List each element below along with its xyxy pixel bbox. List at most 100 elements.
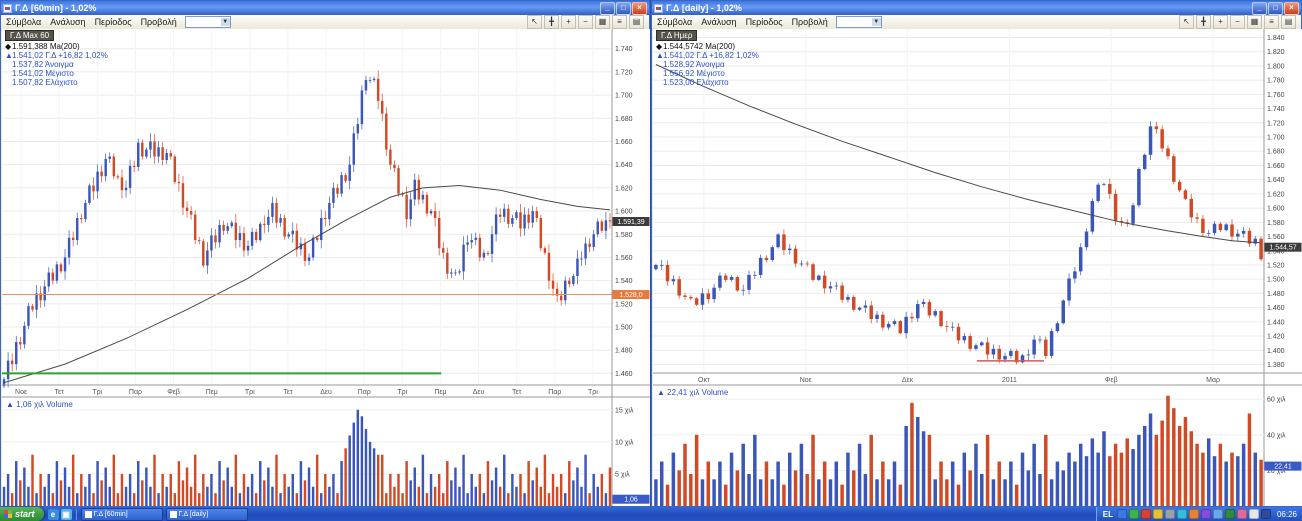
window-icon xyxy=(3,3,12,13)
chart-toolbar: ↖ ╋ + − ▦ ≡ ▤ xyxy=(1179,15,1296,29)
svg-text:40 χιλ: 40 χιλ xyxy=(1267,432,1286,439)
symbol-combo[interactable]: ▼ xyxy=(835,16,882,28)
svg-text:1.680: 1.680 xyxy=(615,116,633,123)
indicators-icon[interactable]: ≡ xyxy=(612,15,627,29)
maximize-button[interactable]: □ xyxy=(1268,1,1283,15)
svg-text:Παρ: Παρ xyxy=(358,389,371,396)
svg-text:1.591,39: 1.591,39 xyxy=(617,219,644,226)
print-icon[interactable]: ▤ xyxy=(1281,15,1296,29)
svg-text:1.420: 1.420 xyxy=(1267,334,1285,341)
svg-text:1.820: 1.820 xyxy=(1267,49,1285,56)
minimize-button[interactable]: _ xyxy=(600,1,615,15)
menu-item-0[interactable]: Σύμβολα xyxy=(6,17,42,27)
chevron-down-icon[interactable]: ▼ xyxy=(220,18,230,26)
candlestick-chart-60min[interactable]: 1.460 1.480 1.500 1.520 1.540 1.560 1.580 1.600… xyxy=(2,29,650,506)
language-indicator[interactable]: EL xyxy=(1102,509,1113,519)
task-buttons: Γ.Δ [60min] Γ.Δ [daily] xyxy=(80,507,248,521)
svg-text:1.700: 1.700 xyxy=(615,93,633,100)
tray-icon-lightblue-app[interactable] xyxy=(1212,509,1223,519)
svg-text:Τρι: Τρι xyxy=(588,389,598,396)
svg-text:Μαρ: Μαρ xyxy=(1206,377,1220,384)
zoom-in-icon[interactable]: + xyxy=(1213,15,1228,29)
svg-text:1.500: 1.500 xyxy=(1267,277,1285,284)
svg-text:Πεμ: Πεμ xyxy=(206,389,218,396)
maximize-button[interactable]: □ xyxy=(616,1,631,15)
svg-text:15 χιλ: 15 χιλ xyxy=(615,407,634,414)
tray-icon-purple-app[interactable] xyxy=(1200,509,1211,519)
task-button-icon xyxy=(169,510,177,518)
svg-text:Τρι: Τρι xyxy=(245,389,255,396)
tray-icon-white-app[interactable] xyxy=(1248,509,1259,519)
grid-icon[interactable]: ▦ xyxy=(595,15,610,29)
svg-text:Δεκ: Δεκ xyxy=(902,377,914,384)
menu-item-1[interactable]: Ανάλυση xyxy=(50,17,86,27)
chevron-down-icon[interactable]: ▼ xyxy=(871,18,881,26)
svg-text:Παρ: Παρ xyxy=(129,389,142,396)
svg-text:1.760: 1.760 xyxy=(1267,92,1285,99)
tray-icon-darkgreen-app[interactable] xyxy=(1224,509,1235,519)
svg-text:1.600: 1.600 xyxy=(1267,206,1285,213)
quicklaunch-desktop-icon[interactable]: ▣ xyxy=(60,508,72,520)
menu-item-2[interactable]: Περίοδος xyxy=(745,17,783,27)
tray-icon-gray-app[interactable] xyxy=(1164,509,1175,519)
svg-text:1.480: 1.480 xyxy=(615,348,633,355)
tray-icon-pink-app[interactable] xyxy=(1236,509,1247,519)
menu-item-0[interactable]: Σύμβολα xyxy=(657,17,693,27)
quicklaunch-browser-icon[interactable]: e xyxy=(47,508,59,520)
svg-text:1,06: 1,06 xyxy=(624,497,638,504)
chart-canvas[interactable]: 1.380 1.400 1.420 1.440 1.460 1.480 1.500 1.520… xyxy=(653,29,1302,506)
svg-text:Νοε: Νοε xyxy=(800,377,812,384)
window-title: Γ.Δ [60min] - 1,02% xyxy=(15,3,97,13)
titlebar[interactable]: Γ.Δ [daily] - 1,02% _ □ × xyxy=(652,1,1301,15)
tray-icon-yellow-app[interactable] xyxy=(1152,509,1163,519)
svg-text:Νοε: Νοε xyxy=(15,389,27,396)
svg-text:20 χιλ: 20 χιλ xyxy=(1267,468,1286,475)
start-button[interactable]: start xyxy=(0,507,44,521)
system-tray: EL 06:26 xyxy=(1095,507,1302,521)
close-button[interactable]: × xyxy=(1284,1,1299,15)
crosshair-icon[interactable]: ╋ xyxy=(1196,15,1211,29)
svg-text:1.560: 1.560 xyxy=(615,255,633,262)
menu-bar: Σύμβολα Ανάλυση Περίοδος Προβολή ▼ ↖ ╋ + − ▦ ≡ ▤ xyxy=(1,15,649,30)
menu-item-3[interactable]: Προβολή xyxy=(140,17,177,27)
zoom-in-icon[interactable]: + xyxy=(561,15,576,29)
task-button-0[interactable]: Γ.Δ [60min] xyxy=(80,507,163,521)
tray-icon-orange-app[interactable] xyxy=(1188,509,1199,519)
task-button-1[interactable]: Γ.Δ [daily] xyxy=(165,507,248,521)
print-icon[interactable]: ▤ xyxy=(629,15,644,29)
svg-text:Φεβ: Φεβ xyxy=(167,389,180,396)
minimize-button[interactable]: _ xyxy=(1252,1,1267,15)
zoom-out-icon[interactable]: − xyxy=(1230,15,1245,29)
tray-icon-blue-app[interactable] xyxy=(1116,509,1127,519)
taskbar-clock[interactable]: 06:26 xyxy=(1276,509,1297,519)
svg-text:1.740: 1.740 xyxy=(615,46,633,53)
svg-text:1.520: 1.520 xyxy=(615,301,633,308)
symbol-combo[interactable]: ▼ xyxy=(184,16,231,28)
svg-text:1.500: 1.500 xyxy=(615,325,633,332)
window-icon xyxy=(654,3,663,13)
tray-icon-red-app[interactable] xyxy=(1140,509,1151,519)
close-button[interactable]: × xyxy=(632,1,647,15)
tray-icon-green-shield[interactable] xyxy=(1128,509,1139,519)
chart-canvas[interactable]: 1.460 1.480 1.500 1.520 1.540 1.560 1.580 1.600… xyxy=(2,29,650,506)
crosshair-icon[interactable]: ╋ xyxy=(544,15,559,29)
svg-text:Τρι: Τρι xyxy=(92,389,102,396)
menu-item-2[interactable]: Περίοδος xyxy=(94,17,132,27)
svg-text:Τετ: Τετ xyxy=(512,389,522,396)
svg-text:1.380: 1.380 xyxy=(1267,362,1285,369)
candlestick-chart-daily[interactable]: 1.380 1.400 1.420 1.440 1.460 1.480 1.500 1.520… xyxy=(653,29,1302,506)
zoom-out-icon[interactable]: − xyxy=(578,15,593,29)
cursor-icon[interactable]: ↖ xyxy=(1179,15,1194,29)
task-button-icon xyxy=(84,510,92,518)
tray-icon-cyan-app[interactable] xyxy=(1176,509,1187,519)
titlebar[interactable]: Γ.Δ [60min] - 1,02% _ □ × xyxy=(1,1,649,15)
tray-icon-navy-app[interactable] xyxy=(1260,509,1271,519)
svg-text:1.840: 1.840 xyxy=(1267,35,1285,42)
svg-text:1.440: 1.440 xyxy=(1267,319,1285,326)
cursor-icon[interactable]: ↖ xyxy=(527,15,542,29)
menu-item-3[interactable]: Προβολή xyxy=(791,17,828,27)
chart-toolbar: ↖ ╋ + − ▦ ≡ ▤ xyxy=(527,15,644,29)
grid-icon[interactable]: ▦ xyxy=(1247,15,1262,29)
indicators-icon[interactable]: ≡ xyxy=(1264,15,1279,29)
menu-item-1[interactable]: Ανάλυση xyxy=(701,17,737,27)
